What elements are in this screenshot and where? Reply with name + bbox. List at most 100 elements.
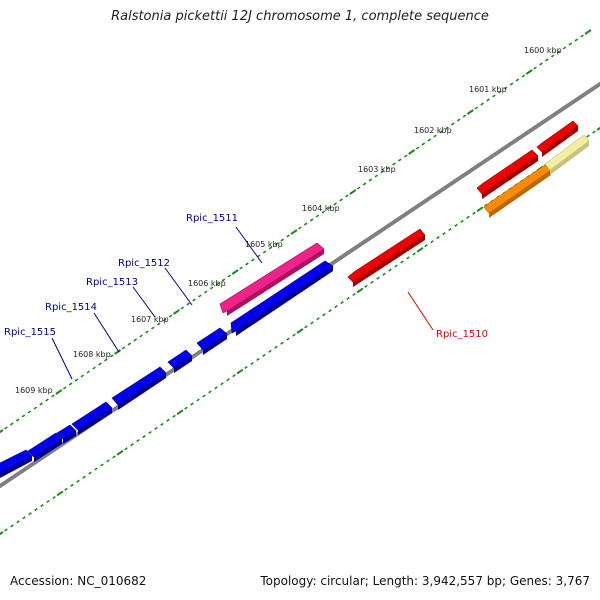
outer-track-tick [466, 109, 474, 115]
inner-track-tick [340, 301, 344, 305]
outer-track-tick [172, 309, 180, 315]
outer-track-tick [509, 82, 514, 86]
inner-track-tick [460, 219, 464, 223]
outer-track-tick [321, 210, 326, 214]
outer-track-tick [474, 106, 479, 110]
outer-track-tick [114, 349, 122, 355]
outer-track-tick [104, 358, 108, 362]
inner-track-tick [382, 272, 386, 276]
inner-track-tick [370, 280, 374, 284]
inner-track-tick [148, 430, 152, 435]
outer-track-tick [262, 250, 267, 254]
gene-feature-rpic-1513[interactable] [196, 327, 228, 355]
outer-track-tick [492, 94, 496, 98]
outer-track-tick [584, 29, 592, 35]
inner-track-tick [596, 126, 600, 131]
inner-track-tick [202, 394, 206, 398]
outer-track-tick [362, 182, 367, 186]
inner-track-tick [16, 520, 20, 524]
gene-feature-forward-3[interactable] [27, 432, 63, 462]
inner-track-tick [46, 499, 50, 504]
leader-line-rpic-1511 [235, 226, 263, 264]
outer-track-tick [55, 389, 63, 395]
inner-tick-track [0, 126, 600, 536]
outer-track-tick [109, 354, 114, 358]
outer-track-tick [392, 162, 396, 166]
gene-label-rpic-1512[interactable]: Rpic_1512 [118, 258, 170, 269]
inner-track-tick [176, 409, 184, 416]
outer-track-tick [21, 414, 26, 418]
outer-track-tick [521, 74, 526, 78]
inner-track-tick [292, 333, 296, 337]
gene-feature-forward-4[interactable] [0, 449, 33, 478]
inner-track-tick [328, 309, 332, 313]
inner-track-tick [268, 349, 272, 353]
outer-track-tick [151, 326, 155, 330]
outer-track-tick [562, 46, 567, 50]
inner-track-tick [316, 317, 320, 321]
inner-track-tick [334, 305, 338, 309]
kbp-label-1607: 1607 kbp [131, 315, 169, 324]
gene-label-rpic-1511[interactable]: Rpic_1511 [186, 213, 238, 224]
outer-track-tick [215, 282, 220, 286]
gene-feature-reverse-3[interactable] [536, 120, 579, 157]
leader-line-rpic-1512 [164, 267, 193, 306]
gene-feature-rpic-1510[interactable] [347, 228, 426, 287]
inner-track-tick [52, 495, 56, 500]
inner-track-tick [304, 325, 308, 329]
inner-track-tick [100, 463, 104, 467]
outer-track-tick [4, 426, 8, 430]
inner-track-tick [280, 341, 284, 345]
outer-track-tick [462, 114, 467, 118]
inner-track-tick [70, 483, 74, 487]
gene-label-rpic-1515[interactable]: Rpic_1515 [4, 327, 56, 338]
gene-label-rpic-1514[interactable]: Rpic_1514 [45, 302, 97, 313]
inner-track-tick [76, 479, 80, 483]
gene-label-rpic-1513[interactable]: Rpic_1513 [86, 277, 138, 288]
outer-track-tick [403, 154, 408, 158]
outer-track-tick [62, 386, 67, 390]
outer-track-tick [221, 278, 226, 282]
inner-track-tick [274, 345, 278, 349]
gene-feature-forward-2[interactable] [56, 424, 77, 444]
outer-track-tick [98, 362, 102, 366]
outer-track-tick [74, 378, 79, 382]
inner-track-tick [10, 524, 14, 528]
inner-track-tick [220, 382, 224, 386]
gene-feature-rpic-1511[interactable] [219, 242, 325, 316]
inner-track-tick [124, 447, 128, 451]
outer-track-tick [180, 306, 185, 310]
inner-track-tick [116, 449, 124, 456]
leader-line-rpic-1513 [132, 286, 156, 318]
gene-label-rpic-1510[interactable]: Rpic_1510 [436, 329, 488, 340]
gene-feature-reverse-2[interactable] [476, 149, 539, 199]
gene-feature-rpic-1514[interactable] [167, 349, 193, 373]
gene-feature-pale-yellow[interactable] [544, 134, 590, 175]
inner-track-tick [82, 475, 86, 479]
map-title: Ralstonia pickettii 12J chromosome 1, co… [111, 9, 489, 24]
outer-track-tick [498, 90, 502, 94]
outer-track-tick [45, 398, 49, 402]
gene-feature-forward-1[interactable] [71, 401, 113, 435]
outer-track-tick [204, 290, 208, 294]
gene-feature-rpic-1512[interactable] [230, 260, 334, 336]
outer-track-tick [568, 42, 573, 46]
outer-track-tick [15, 418, 20, 422]
outer-track-tick [86, 370, 90, 374]
kbp-label-group: 1600 kbp 1601 kbp 1602 kbp 1603 kbp 1604… [15, 46, 562, 395]
outer-track-tick [239, 266, 243, 270]
outer-track-tick [525, 69, 533, 75]
outer-track-tick [286, 234, 290, 238]
outer-track-tick [356, 186, 361, 190]
gene-feature-rpic-1515[interactable] [111, 366, 167, 410]
inner-track-tick [64, 487, 68, 491]
inner-track-tick [430, 240, 434, 244]
outer-track-tick [231, 269, 239, 275]
outer-track-tick [162, 318, 167, 322]
outer-track-tick [580, 34, 584, 38]
gene-labels: Rpic_1511 Rpic_1512 Rpic_1513 Rpic_1514 … [4, 213, 488, 340]
outer-track-tick [80, 374, 85, 378]
outer-track-tick [374, 174, 379, 178]
outer-track-tick [145, 330, 149, 334]
